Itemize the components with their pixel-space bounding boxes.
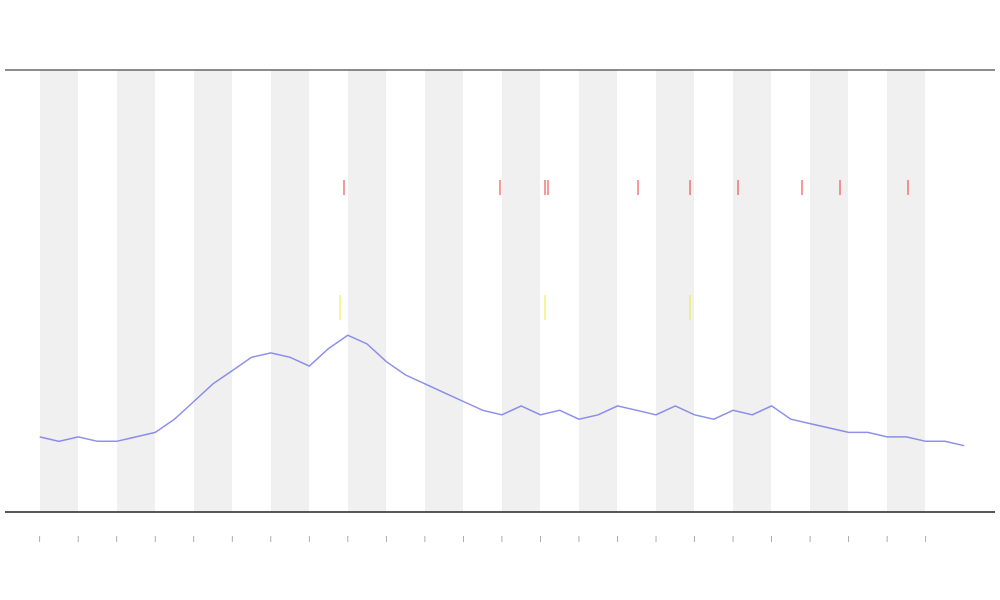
band [348,70,386,512]
background-bands [40,70,925,512]
band [733,70,771,512]
band [656,70,694,512]
coverage-line [39,334,965,447]
band [40,70,78,512]
band [502,70,540,512]
feature-marks [339,180,909,320]
band [117,70,155,512]
plot [39,334,965,542]
band [271,70,309,512]
band [194,70,232,512]
band [425,70,463,512]
band [887,70,925,512]
band [810,70,848,512]
band [579,70,617,512]
